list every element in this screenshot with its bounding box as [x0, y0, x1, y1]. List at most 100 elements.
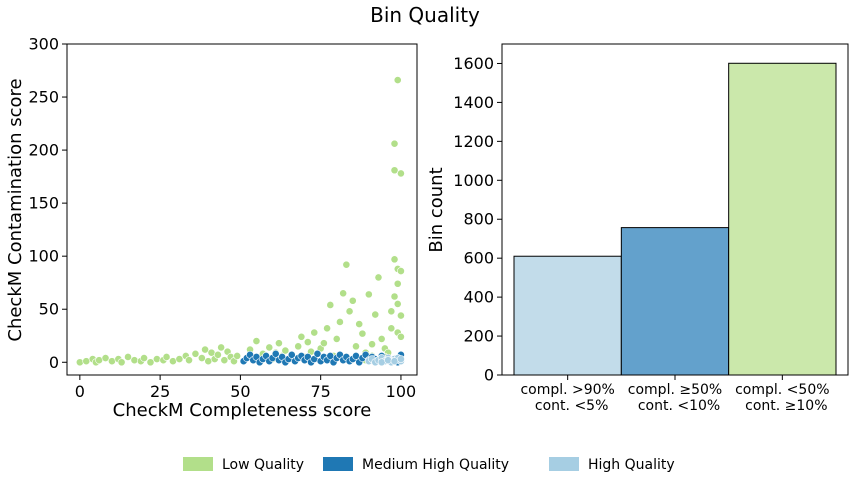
- scatter-point: [233, 351, 242, 360]
- bar-y-ticks: 0 200 400 600 800 1000 1200 1400 1600: [453, 54, 502, 385]
- y-tick-label: 250: [28, 88, 59, 107]
- scatter-point: [390, 166, 399, 175]
- scatter-point: [281, 346, 290, 355]
- scatter-y-axis-title: CheckM Contamination score: [5, 78, 26, 341]
- scatter-point: [352, 351, 360, 360]
- bar-y-tick-label: 0: [484, 366, 494, 385]
- scatter-point: [271, 349, 280, 358]
- scatter-point: [310, 328, 319, 337]
- scatter-point: [220, 356, 229, 365]
- bar-category-label: cont. <5%: [535, 398, 608, 414]
- scatter-point: [101, 354, 110, 362]
- scatter-point: [352, 342, 360, 351]
- bar: [620, 227, 730, 376]
- legend: Low Quality Medium High Quality High Quali…: [183, 457, 675, 473]
- scatter-point: [313, 349, 322, 358]
- x-tick-label: 75: [310, 382, 330, 401]
- scatter-point: [275, 339, 283, 348]
- scatter-point: [332, 335, 341, 343]
- scatter-point: [124, 353, 132, 361]
- y-tick-label: 300: [28, 35, 59, 54]
- scatter-x-axis-title: CheckM Completeness score: [113, 400, 372, 421]
- scatter-points: [75, 76, 405, 367]
- scatter-point: [397, 267, 405, 275]
- scatter-point: [326, 301, 335, 309]
- figure-title: Bin Quality: [370, 3, 480, 27]
- scatter-point: [303, 338, 312, 347]
- scatter-panel: 0 25 50 75 100 0 50 100 150 200 250 300 CheckM Com…: [5, 35, 418, 421]
- y-tick-label: 100: [28, 247, 59, 266]
- scatter-point: [397, 311, 405, 320]
- scatter-point: [384, 356, 392, 365]
- bar-y-tick-label: 1200: [453, 132, 494, 151]
- x-tick-label: 0: [75, 382, 85, 401]
- scatter-point: [294, 342, 303, 351]
- scatter-x-ticks: 0 25 50 75 100: [75, 375, 416, 401]
- scatter-point: [368, 340, 376, 349]
- scatter-point: [397, 355, 405, 363]
- y-tick-label: 50: [39, 300, 59, 319]
- scatter-point: [252, 337, 261, 345]
- scatter-point: [217, 343, 226, 352]
- scatter-point: [82, 357, 91, 366]
- legend-swatch: [323, 457, 353, 471]
- scatter-point: [339, 289, 348, 298]
- scatter-point: [201, 345, 209, 354]
- scatter-point: [374, 273, 383, 282]
- scatter-point: [342, 260, 351, 269]
- scatter-point: [207, 348, 216, 357]
- y-tick-label: 150: [28, 194, 59, 213]
- scatter-point: [185, 356, 193, 365]
- bar: [728, 62, 837, 376]
- x-tick-label: 25: [150, 382, 170, 401]
- bars: [513, 62, 837, 376]
- scatter-point: [387, 307, 396, 316]
- scatter-point: [393, 300, 402, 308]
- scatter-point: [265, 343, 274, 352]
- legend-swatch: [549, 457, 579, 471]
- scatter-point: [364, 290, 373, 299]
- bar-category-label: compl. <50%: [735, 382, 829, 398]
- scatter-point: [390, 255, 399, 264]
- x-tick-label: 100: [386, 382, 417, 401]
- y-tick-label: 200: [28, 141, 59, 160]
- bar-panel: compl. >90%cont. <5% compl. ≥50%cont. <10…: [426, 43, 849, 414]
- scatter-point: [319, 339, 328, 348]
- scatter-point: [204, 357, 213, 366]
- bar-y-tick-label: 200: [463, 327, 494, 346]
- scatter-point: [358, 329, 367, 338]
- scatter-point: [75, 358, 84, 367]
- bar-y-tick-label: 800: [463, 210, 494, 229]
- scatter-point: [287, 350, 296, 359]
- scatter-point: [153, 355, 161, 363]
- scatter-point: [393, 279, 402, 288]
- scatter-point: [387, 324, 396, 333]
- bar-category-label: cont. ≥10%: [745, 398, 827, 414]
- bar-category-label: compl. ≥50%: [628, 382, 722, 398]
- scatter-point: [197, 354, 206, 362]
- legend-swatch: [183, 457, 213, 471]
- scatter-point: [169, 357, 177, 366]
- x-tick-label: 50: [230, 382, 250, 401]
- scatter-point: [95, 356, 104, 365]
- legend-label: Low Quality: [222, 457, 304, 473]
- scatter-point: [140, 354, 148, 362]
- bar-category-label: compl. >90%: [520, 382, 614, 398]
- scatter-point: [162, 353, 171, 361]
- scatter-point: [191, 349, 200, 358]
- bar-y-axis-title: Bin count: [426, 167, 447, 252]
- bar-x-ticks: compl. >90%cont. <5% compl. ≥50%cont. <10…: [520, 375, 830, 414]
- scatter-point: [390, 139, 399, 148]
- legend-label: High Quality: [588, 457, 675, 473]
- scatter-point: [175, 355, 184, 363]
- scatter-y-ticks: 0 50 100 150 200 250 300: [28, 35, 67, 372]
- scatter-point: [371, 310, 380, 319]
- scatter-point: [355, 320, 364, 328]
- bar-y-tick-label: 1000: [453, 171, 494, 190]
- scatter-point: [393, 76, 402, 84]
- scatter-point: [323, 324, 331, 333]
- bar-y-tick-label: 1600: [453, 54, 494, 73]
- bar-y-tick-label: 400: [463, 288, 494, 307]
- scatter-point: [130, 356, 139, 365]
